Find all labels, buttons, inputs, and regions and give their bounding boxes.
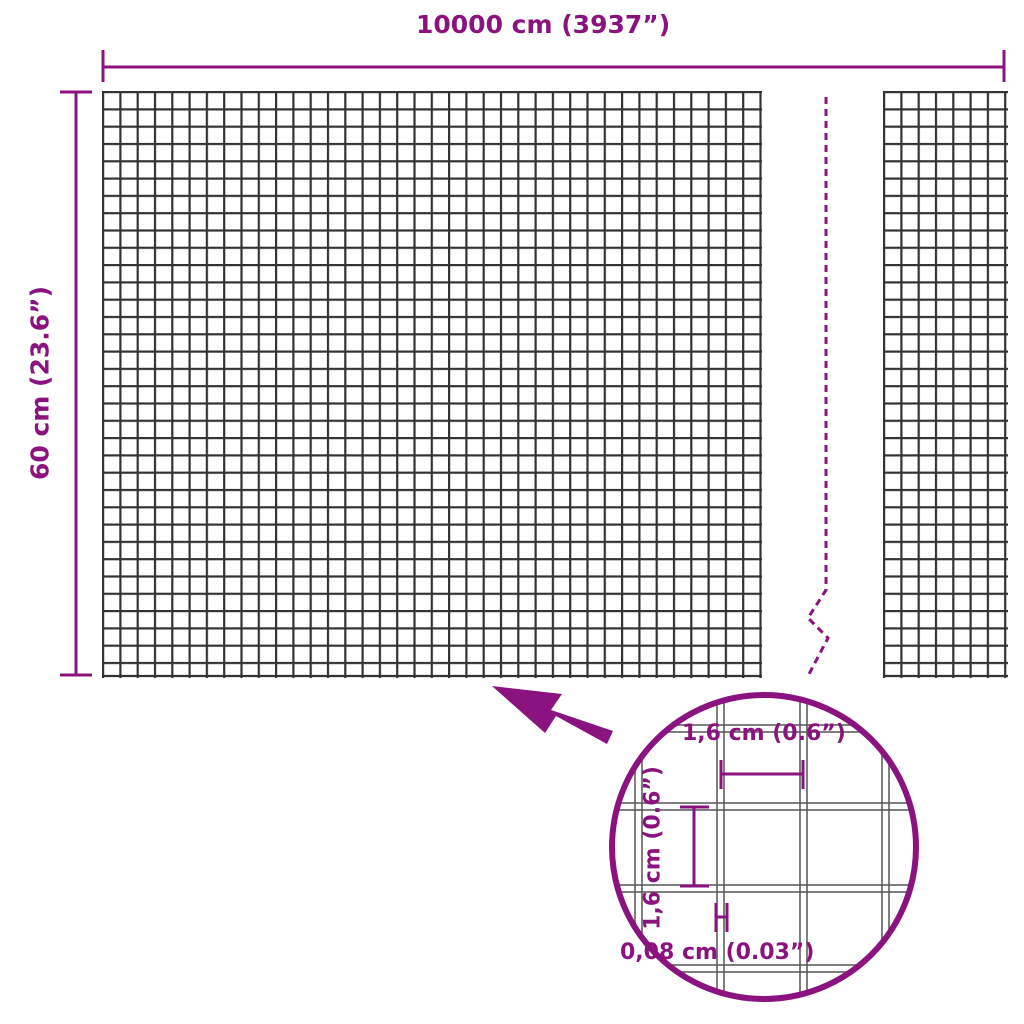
width-dimension-line: [101, 50, 1006, 82]
mesh-roll-end: [883, 91, 1008, 678]
mesh-height-label: 1,6 cm (0.6”): [640, 766, 666, 930]
height-dimension-line: [60, 90, 92, 677]
mesh-roll-main: [102, 91, 762, 678]
height-label: 60 cm (23.6”): [25, 285, 55, 481]
wire-thickness-label: 0,08 cm (0.03”): [620, 940, 815, 965]
arrow-icon: [492, 686, 613, 744]
width-label: 10000 cm (3937”): [416, 10, 671, 39]
break-line: [806, 97, 830, 677]
mesh-width-label: 1,6 cm (0.6”): [682, 721, 846, 746]
detail-circle: [609, 692, 919, 1002]
mesh-size-markers: [680, 760, 805, 932]
